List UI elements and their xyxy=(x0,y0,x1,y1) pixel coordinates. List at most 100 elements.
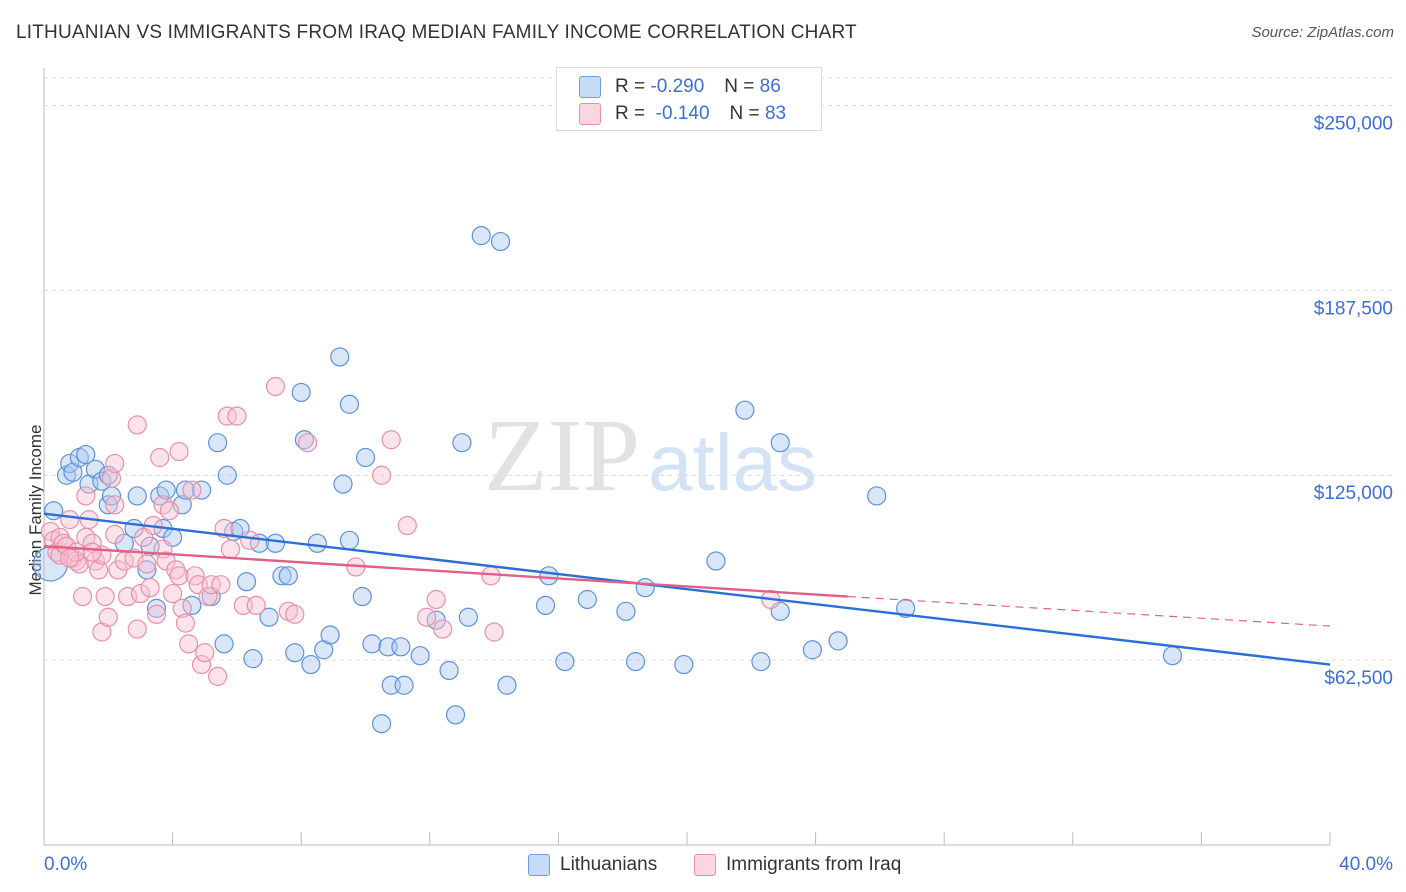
point-iraq xyxy=(101,468,122,488)
point-lithuanians xyxy=(371,714,392,734)
point-lithuanians xyxy=(539,566,559,586)
point-lithuanians xyxy=(751,652,771,672)
bottom-legend: Lithuanians Immigrants from Iraq xyxy=(0,851,1406,879)
stats-n-label: N = xyxy=(724,76,755,97)
point-iraq xyxy=(198,586,218,607)
point-lithuanians xyxy=(285,643,305,663)
point-lithuanians xyxy=(735,400,755,420)
stats-legend: R = -0.290 N = 86 R = -0.140 N = 83 xyxy=(556,67,822,131)
point-lithuanians xyxy=(867,486,887,506)
point-lithuanians xyxy=(236,572,257,592)
series-lithuanians xyxy=(32,226,1183,734)
point-iraq xyxy=(484,622,504,642)
point-lithuanians xyxy=(98,465,118,485)
axes xyxy=(43,68,1331,846)
point-iraq xyxy=(127,619,147,639)
y-tick-label: $62,500 xyxy=(1324,668,1393,689)
legend-swatch-lithuanians xyxy=(528,854,550,876)
point-iraq xyxy=(89,560,109,580)
point-iraq xyxy=(127,415,147,435)
point-iraq xyxy=(95,586,115,607)
x-tick-label-min: 0.0% xyxy=(44,854,87,875)
stats-r-label: R = xyxy=(615,76,646,97)
point-iraq xyxy=(76,486,96,506)
point-lithuanians xyxy=(294,430,315,450)
point-iraq xyxy=(166,560,186,580)
stats-swatch-iraq xyxy=(579,103,601,125)
point-lithuanians xyxy=(828,631,848,651)
point-lithuanians xyxy=(339,530,360,550)
x-tick-labels: 0.0% 40.0% xyxy=(44,854,1393,875)
point-iraq xyxy=(98,607,118,627)
point-iraq xyxy=(214,518,234,539)
point-iraq xyxy=(169,441,189,462)
legend-item-iraq[interactable]: Immigrants from Iraq xyxy=(694,851,901,879)
legend-label-iraq: Immigrants from Iraq xyxy=(726,854,902,875)
point-iraq xyxy=(82,542,102,562)
stats-row-lithuanians: R = -0.290 N = 86 xyxy=(579,74,781,100)
point-iraq xyxy=(481,566,501,586)
point-iraq xyxy=(105,453,125,474)
watermark-zip: ZIP xyxy=(484,398,640,513)
point-lithuanians xyxy=(175,480,196,500)
point-lithuanians xyxy=(471,226,491,246)
legend-item-lithuanians[interactable]: Lithuanians xyxy=(528,851,657,879)
point-iraq xyxy=(146,604,167,624)
point-lithuanians xyxy=(497,675,517,695)
point-lithuanians xyxy=(127,486,147,506)
point-lithuanians xyxy=(208,433,228,453)
point-iraq xyxy=(397,515,417,536)
point-iraq xyxy=(179,634,199,654)
point-iraq xyxy=(240,530,260,550)
point-iraq xyxy=(163,583,183,604)
point-lithuanians xyxy=(555,652,575,672)
point-lithuanians xyxy=(458,607,478,627)
stats-n-value: 83 xyxy=(764,103,787,124)
point-lithuanians xyxy=(291,382,311,403)
source-label: Source: ZipAtlas.com xyxy=(1251,24,1394,41)
point-iraq xyxy=(426,589,446,610)
x-tick-label-max: 40.0% xyxy=(1339,854,1393,875)
stats-r-value: -0.290 xyxy=(650,76,705,97)
point-iraq xyxy=(211,575,231,595)
stats-r-value: -0.140 xyxy=(655,103,710,124)
point-lithuanians xyxy=(394,675,414,695)
point-iraq xyxy=(381,430,401,450)
point-iraq xyxy=(371,465,392,485)
point-lithuanians xyxy=(44,501,64,521)
trend-line-lithuanians xyxy=(43,512,1331,666)
point-iraq xyxy=(159,501,179,521)
point-iraq xyxy=(130,583,151,604)
point-lithuanians xyxy=(352,586,372,607)
point-lithuanians xyxy=(391,637,411,657)
point-iraq xyxy=(265,376,286,397)
point-lithuanians xyxy=(339,394,360,414)
point-lithuanians xyxy=(452,433,472,453)
point-lithuanians xyxy=(217,465,237,485)
y-tick-label: $125,000 xyxy=(1314,483,1393,504)
point-iraq xyxy=(182,480,202,500)
point-lithuanians xyxy=(214,634,234,654)
point-lithuanians xyxy=(265,533,286,553)
point-lithuanians xyxy=(330,347,350,367)
point-lithuanians xyxy=(156,480,176,500)
stats-n-value: 86 xyxy=(759,76,781,97)
point-iraq xyxy=(220,539,241,559)
trend-line-iraq xyxy=(43,545,848,598)
point-lithuanians xyxy=(362,634,382,654)
point-iraq xyxy=(137,554,157,574)
point-iraq xyxy=(69,554,89,574)
point-lithuanians xyxy=(802,640,822,660)
point-iraq xyxy=(172,598,192,618)
point-iraq xyxy=(227,406,247,426)
stats-r-label: R = xyxy=(615,103,646,124)
trend-line-iraq-extrapolated xyxy=(847,595,1331,627)
point-lithuanians xyxy=(577,589,597,610)
stats-swatch-lithuanians xyxy=(579,76,601,98)
point-iraq xyxy=(175,613,196,633)
stats-n-label: N = xyxy=(729,103,760,124)
y-tick-label: $250,000 xyxy=(1314,113,1393,134)
point-iraq xyxy=(201,575,221,595)
legend-label-lithuanians: Lithuanians xyxy=(560,854,658,875)
point-iraq xyxy=(208,666,228,686)
